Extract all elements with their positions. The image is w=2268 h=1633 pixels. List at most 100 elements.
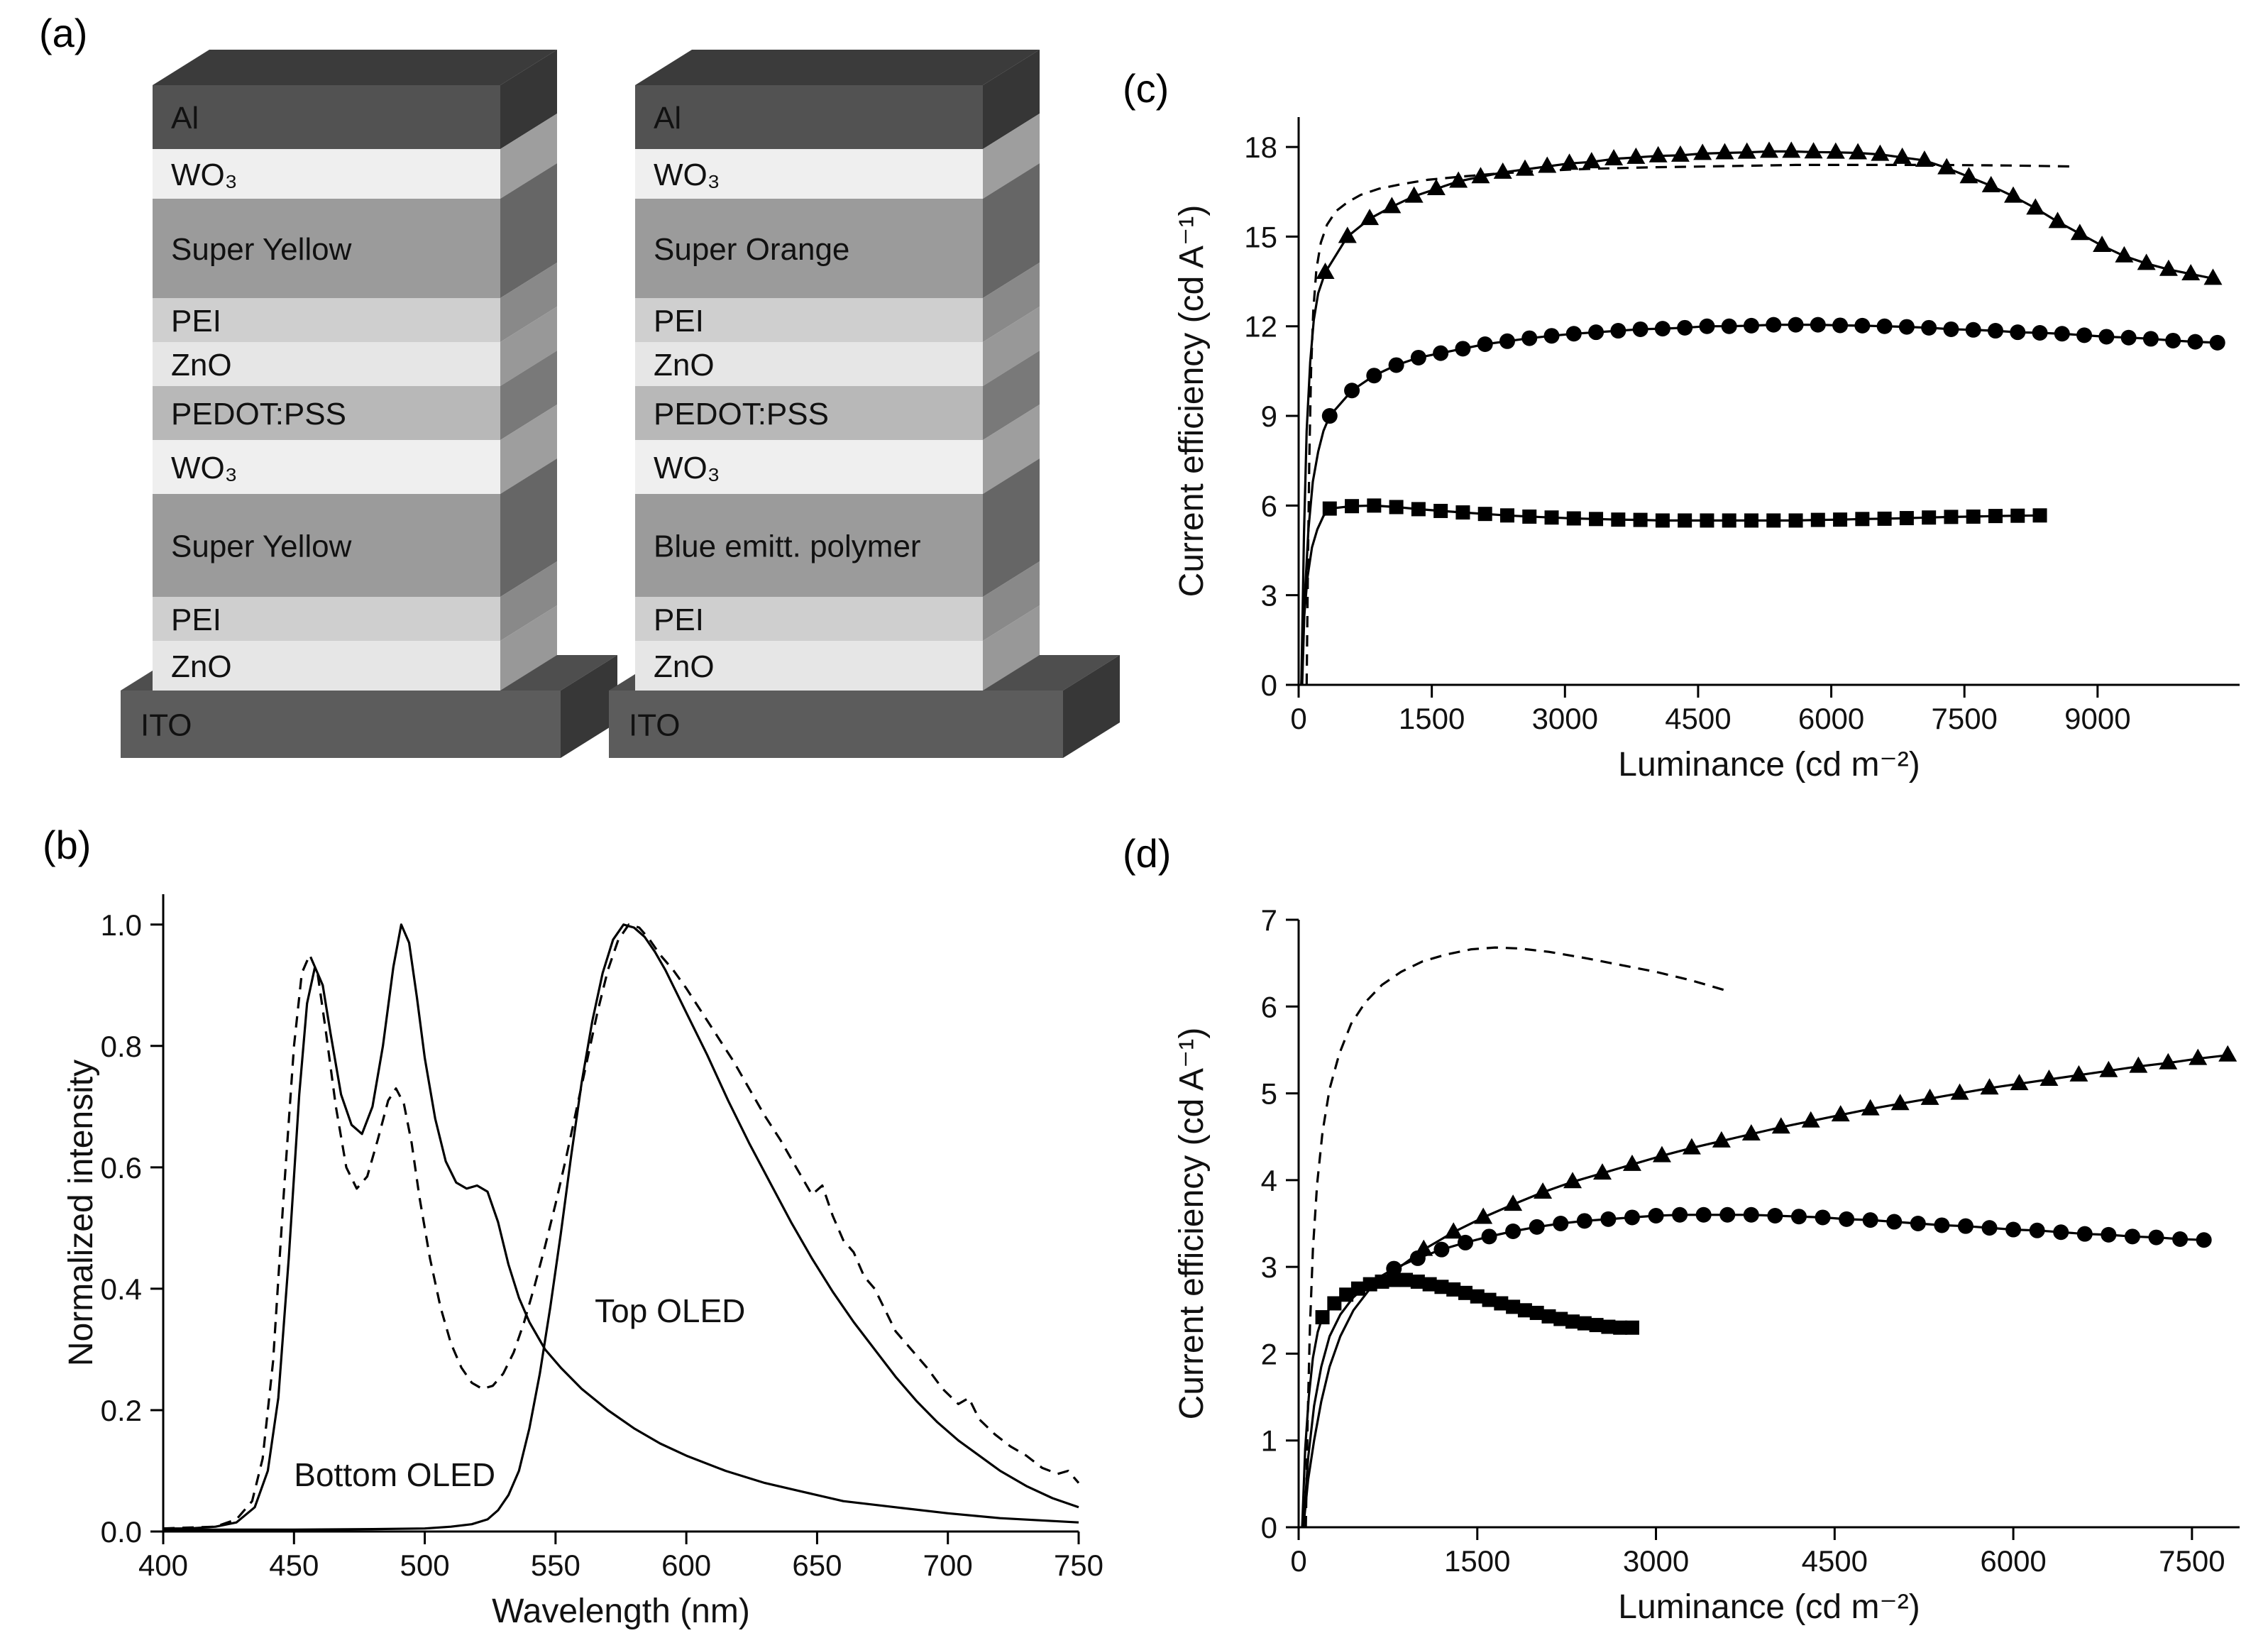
layer-side-face bbox=[500, 163, 557, 298]
circle-marker bbox=[2187, 334, 2203, 350]
y-tick-label: 0.8 bbox=[101, 1030, 142, 1063]
triangle-marker bbox=[2218, 1045, 2237, 1062]
triangle-marker bbox=[2026, 198, 2045, 215]
triangle-marker bbox=[2010, 1074, 2029, 1091]
triangle-marker bbox=[1593, 1163, 1612, 1180]
triangle-marker bbox=[1382, 197, 1402, 214]
circle-marker bbox=[2054, 326, 2070, 342]
x-tick-label: 6000 bbox=[1798, 702, 1864, 735]
square-marker bbox=[1541, 1309, 1556, 1324]
circle-marker bbox=[1600, 1211, 1617, 1227]
square-marker bbox=[1367, 498, 1382, 513]
circle-marker bbox=[1677, 319, 1693, 336]
layer-side-face bbox=[983, 114, 1040, 199]
circle-marker bbox=[1648, 1207, 1664, 1224]
layer-side-face bbox=[500, 263, 557, 342]
triangle-marker bbox=[1980, 1078, 1999, 1095]
y-tick-label: 6 bbox=[1261, 489, 1277, 522]
triangle-marker bbox=[1515, 159, 1534, 176]
triangle-marker bbox=[1670, 145, 1690, 162]
circle-marker bbox=[1790, 1209, 1807, 1225]
circle-marker bbox=[1624, 1209, 1640, 1226]
circle-marker bbox=[1719, 1206, 1736, 1223]
layer-label: Al bbox=[171, 101, 199, 136]
panel-label-c: (c) bbox=[1123, 66, 1169, 111]
x-tick-label: 9000 bbox=[2064, 702, 2130, 735]
circle-marker bbox=[2098, 329, 2115, 345]
layer-label: ZnO bbox=[654, 649, 715, 684]
circle-marker bbox=[2076, 327, 2093, 343]
triangle-marker bbox=[1831, 1105, 1850, 1122]
triangle-marker bbox=[1582, 152, 1601, 169]
stack-left: ITO Al WO₃ Super Yellow PEI ZnO PEDOT:PSS WO₃ Su… bbox=[121, 50, 617, 758]
y-tick-label: 0.0 bbox=[101, 1515, 142, 1549]
y-tick-label: 3 bbox=[1261, 1250, 1277, 1284]
circle-marker bbox=[1505, 1224, 1521, 1240]
layer-side-face bbox=[983, 351, 1040, 440]
series-line-tandem-dashed bbox=[163, 923, 1080, 1530]
circle-marker bbox=[2010, 324, 2026, 341]
layer-side-face bbox=[983, 50, 1040, 149]
triangle-marker bbox=[1950, 1083, 1969, 1100]
triangle-marker bbox=[1890, 1094, 1910, 1111]
x-tick-label: 1500 bbox=[1444, 1544, 1510, 1578]
x-tick-label: 4500 bbox=[1802, 1544, 1868, 1578]
circle-marker bbox=[2076, 1226, 2093, 1242]
layer-label: WO₃ bbox=[654, 451, 720, 485]
triangle-marker bbox=[1474, 1207, 1493, 1224]
triangle-marker bbox=[2159, 1052, 2178, 1070]
square-marker bbox=[1389, 500, 1404, 515]
triangle-marker bbox=[1782, 141, 1801, 158]
layer-label: PEDOT:PSS bbox=[654, 397, 829, 431]
circle-marker bbox=[2120, 329, 2137, 346]
circle-marker bbox=[1433, 1241, 1450, 1258]
triangle-marker bbox=[1760, 141, 1778, 158]
substrate-side-face bbox=[561, 655, 617, 758]
circle-marker bbox=[1921, 319, 1937, 336]
triangle-marker bbox=[1920, 1088, 1939, 1105]
layer-label: ZnO bbox=[171, 348, 232, 383]
circle-marker bbox=[1477, 336, 1493, 352]
triangle-marker bbox=[2159, 259, 2178, 276]
square-marker bbox=[1544, 510, 1559, 525]
triangle-marker bbox=[2129, 1056, 2148, 1073]
square-marker bbox=[1339, 1287, 1354, 1302]
layer-label: Al bbox=[654, 101, 681, 136]
triangle-marker bbox=[2115, 246, 2134, 263]
circle-marker bbox=[1386, 1260, 1402, 1277]
series-line-reference-dashed bbox=[1304, 946, 1728, 1528]
triangle-marker bbox=[1444, 1222, 1463, 1239]
triangle-marker bbox=[1471, 167, 1490, 184]
square-marker bbox=[1529, 1305, 1544, 1320]
chart-emission-spectra: 400 450 500 550 600 650 700 750 0.0 0.2 0.4 0.6 0.8 1… bbox=[18, 845, 1121, 1633]
circle-marker bbox=[1366, 368, 1382, 384]
x-tick-label: 6000 bbox=[1980, 1544, 2046, 1578]
circle-marker bbox=[1529, 1219, 1545, 1235]
square-marker bbox=[1327, 1296, 1342, 1311]
layer-front-face bbox=[635, 494, 983, 597]
layer-side-face bbox=[500, 307, 557, 386]
layer-front-face bbox=[635, 597, 983, 641]
triangle-marker bbox=[1826, 142, 1845, 159]
layer-label: PEI bbox=[654, 603, 704, 637]
circle-marker bbox=[1632, 321, 1648, 337]
circle-marker bbox=[1981, 1220, 1998, 1236]
layer-side-face bbox=[500, 50, 557, 149]
square-marker bbox=[1322, 501, 1337, 516]
circle-marker bbox=[2148, 1229, 2164, 1246]
square-marker bbox=[1422, 1277, 1437, 1292]
layer-front-face bbox=[153, 641, 500, 691]
chart-svg-d: 0 1500 3000 4500 6000 7500 0 1 2 3 4 5 6 7 Luminance (… bbox=[1173, 903, 2240, 1626]
y-tick-label: 15 bbox=[1244, 220, 1277, 253]
y-tick-label: 0.6 bbox=[101, 1151, 142, 1184]
triangle-marker bbox=[1338, 226, 1357, 243]
square-marker bbox=[1470, 1289, 1485, 1304]
layer-front-face bbox=[153, 494, 500, 597]
square-marker bbox=[1477, 507, 1492, 522]
circle-marker bbox=[1455, 341, 1471, 357]
layer-side-face bbox=[500, 351, 557, 440]
circle-marker bbox=[1576, 1213, 1592, 1229]
x-tick-label: 750 bbox=[1054, 1549, 1103, 1582]
square-marker bbox=[1899, 511, 1914, 526]
y-tick-label: 0.2 bbox=[101, 1394, 142, 1427]
